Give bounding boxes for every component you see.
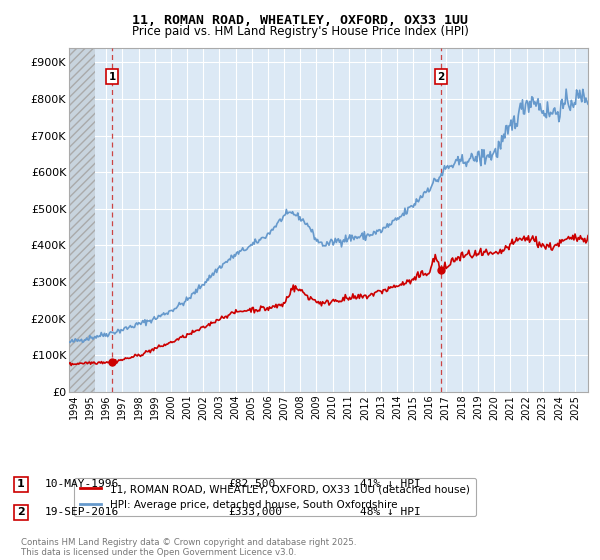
Text: 48% ↓ HPI: 48% ↓ HPI	[360, 507, 421, 517]
Text: 19-SEP-2016: 19-SEP-2016	[45, 507, 119, 517]
Text: Contains HM Land Registry data © Crown copyright and database right 2025.
This d: Contains HM Land Registry data © Crown c…	[21, 538, 356, 557]
Text: Price paid vs. HM Land Registry's House Price Index (HPI): Price paid vs. HM Land Registry's House …	[131, 25, 469, 38]
Legend: 11, ROMAN ROAD, WHEATLEY, OXFORD, OX33 1UU (detached house), HPI: Average price,: 11, ROMAN ROAD, WHEATLEY, OXFORD, OX33 1…	[74, 478, 476, 516]
Text: 41% ↓ HPI: 41% ↓ HPI	[360, 479, 421, 489]
Text: 2: 2	[17, 507, 25, 517]
Text: £333,000: £333,000	[228, 507, 282, 517]
Text: 2: 2	[437, 72, 445, 82]
Text: 11, ROMAN ROAD, WHEATLEY, OXFORD, OX33 1UU: 11, ROMAN ROAD, WHEATLEY, OXFORD, OX33 1…	[132, 14, 468, 27]
Text: 1: 1	[17, 479, 25, 489]
Text: 10-MAY-1996: 10-MAY-1996	[45, 479, 119, 489]
Bar	[69, 48, 95, 392]
Text: £82,500: £82,500	[228, 479, 275, 489]
Text: 1: 1	[109, 72, 116, 82]
